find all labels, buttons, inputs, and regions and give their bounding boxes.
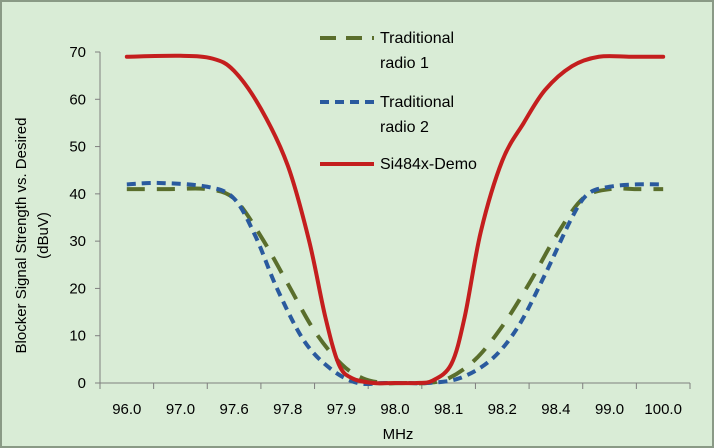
y-tick-label: 50 (69, 139, 86, 156)
legend-label: radio 2 (380, 119, 429, 136)
x-tick-label: 97.0 (166, 401, 195, 418)
y-tick-label: 0 (78, 375, 86, 392)
y-axis-title: Blocker Signal Strength vs. Desired (dBuV… (13, 118, 52, 354)
x-tick-label: 98.4 (541, 401, 570, 418)
x-tick-label: 97.6 (219, 401, 248, 418)
series-line-1 (126, 186, 664, 386)
x-ticks: 96.0 97.0 97.6 97.8 97.9 98.0 98.1 98.2 98.4 99.0… (99, 383, 691, 418)
y-ticks: 0 10 20 30 40 50 60 70 (69, 44, 100, 392)
legend: Traditional radio 1 Traditional radio 2 Si48… (320, 30, 477, 173)
y-tick-label: 70 (69, 44, 86, 61)
x-tick-label: 99.0 (595, 401, 624, 418)
legend-label: Si484x-Demo (380, 156, 477, 173)
y-tick-label: 20 (69, 280, 86, 297)
legend-label: Traditional (380, 94, 454, 111)
x-tick-label: 96.0 (112, 401, 141, 418)
x-tick-label: 98.1 (434, 401, 463, 418)
legend-label: radio 1 (380, 55, 429, 72)
x-tick-label: 98.2 (488, 401, 517, 418)
y-tick-label: 40 (69, 186, 86, 203)
y-axis-title-line: (dBuV) (35, 212, 52, 259)
y-tick-label: 10 (69, 328, 86, 345)
x-axis-title: MHz (383, 426, 414, 443)
series-line-2 (126, 180, 664, 387)
x-tick-label: 97.9 (327, 401, 356, 418)
x-tick-label: 100.0 (644, 401, 682, 418)
series-layer (124, 53, 666, 387)
y-tick-label: 60 (69, 91, 86, 108)
legend-label: Traditional (380, 30, 454, 47)
y-tick-label: 30 (69, 233, 86, 250)
series-line-3 (124, 53, 666, 386)
y-axis-title-line: Blocker Signal Strength vs. Desired (13, 118, 30, 354)
x-tick-label: 97.8 (273, 401, 302, 418)
x-tick-label: 98.0 (380, 401, 409, 418)
